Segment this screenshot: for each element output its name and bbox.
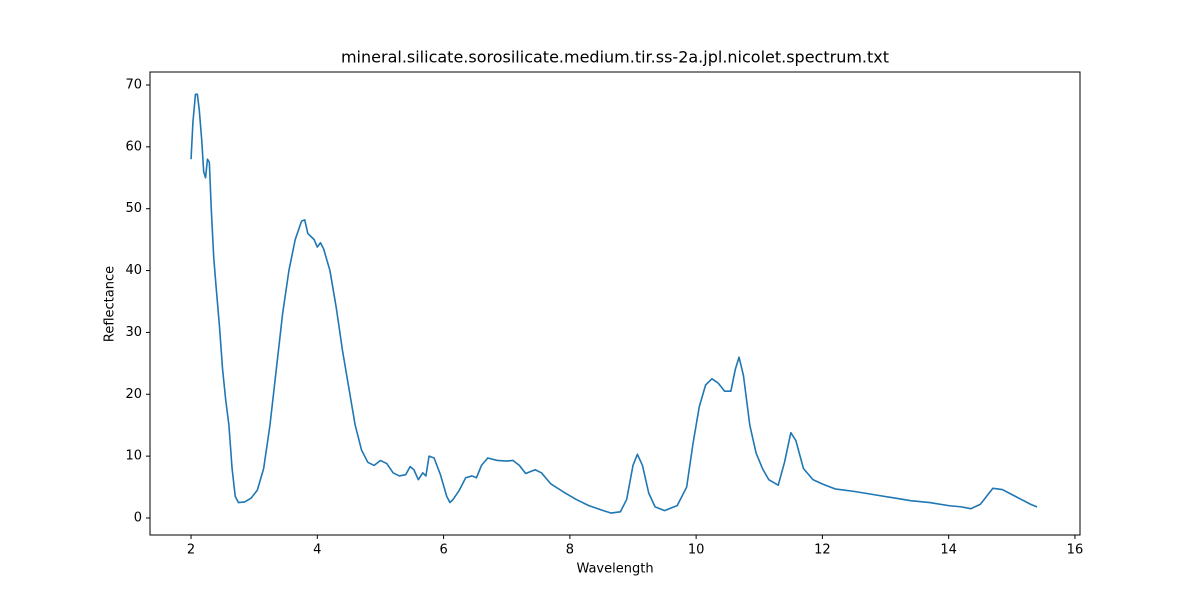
x-tick-label: 10 bbox=[688, 543, 705, 558]
y-axis-label: Reflectance bbox=[103, 266, 118, 342]
chart-title: mineral.silicate.sorosilicate.medium.tir… bbox=[341, 48, 889, 67]
x-tick-label: 8 bbox=[566, 543, 574, 558]
y-tick-label: 60 bbox=[125, 139, 142, 154]
x-tick-label: 6 bbox=[439, 543, 447, 558]
y-tick-label: 0 bbox=[134, 510, 142, 525]
y-tick-label: 50 bbox=[125, 201, 142, 216]
y-tick-label: 70 bbox=[125, 77, 142, 92]
y-tick-label: 30 bbox=[125, 325, 142, 340]
x-tick-label: 14 bbox=[940, 543, 957, 558]
y-tick-label: 40 bbox=[125, 263, 142, 278]
x-tick-label: 12 bbox=[814, 543, 831, 558]
y-tick-label: 10 bbox=[125, 449, 142, 464]
plot-frame bbox=[149, 71, 1081, 536]
data-line bbox=[190, 93, 1038, 514]
x-tick-label: 2 bbox=[187, 543, 195, 558]
y-tick-label: 20 bbox=[125, 387, 142, 402]
x-tick-label: 4 bbox=[313, 543, 321, 558]
x-axis-label: Wavelength bbox=[576, 562, 653, 577]
x-tick-label: 16 bbox=[1067, 543, 1084, 558]
